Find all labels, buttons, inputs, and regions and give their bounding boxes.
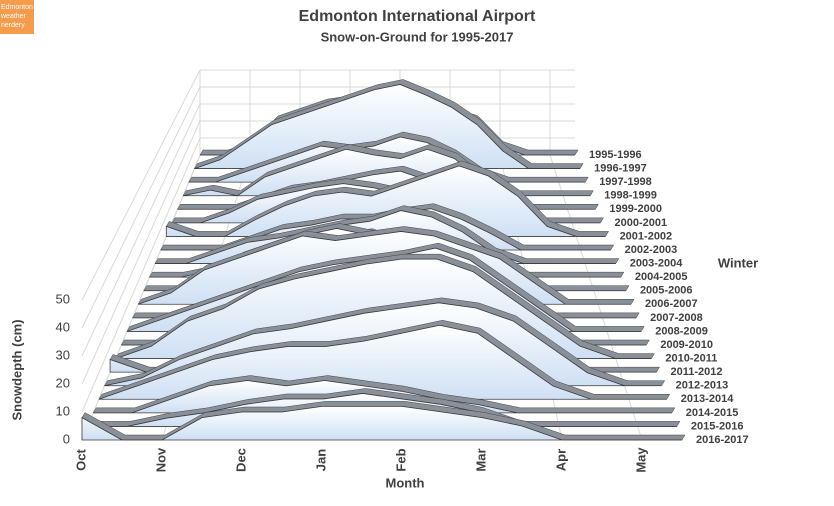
series-label: 2007-2008 [650, 312, 703, 324]
x-tick-label: Jan [313, 449, 328, 471]
y-tick-label: 30 [56, 347, 70, 362]
series-label: 2004-2005 [635, 271, 688, 283]
series-label: 2002-2003 [625, 244, 678, 256]
y-tick-label: 20 [56, 375, 70, 390]
series-label: 1997-1998 [599, 176, 652, 188]
x-axis-title: Month [386, 475, 425, 490]
y-tick-label: 50 [56, 291, 70, 306]
series-label: 2001-2002 [620, 230, 673, 242]
x-tick-label: Nov [153, 447, 168, 472]
series-label: 2015-2016 [691, 420, 744, 432]
series-label: 2014-2015 [686, 407, 739, 419]
x-tick-label: Oct [73, 448, 88, 470]
badge: Edmonton weather nerdery [0, 0, 34, 34]
series-label: 2009-2010 [660, 339, 713, 351]
series-label: 2016-2017 [696, 434, 749, 446]
y-tick-label: 40 [56, 319, 70, 334]
chart-subtitle: Snow-on-Ground for 1995-2017 [321, 29, 514, 44]
x-tick-label: Mar [473, 448, 488, 471]
series-area [165, 165, 606, 237]
series-label: 2005-2006 [640, 285, 693, 297]
chart-title: Edmonton International Airport [299, 8, 536, 25]
series-label: 2003-2004 [630, 257, 683, 269]
series-area [81, 405, 682, 441]
series-label: 2011-2012 [671, 366, 723, 378]
x-tick-label: May [633, 447, 648, 473]
y-tick-label: 10 [56, 403, 70, 418]
series-label: 2012-2013 [676, 380, 729, 392]
series-label: 1996-1997 [594, 162, 647, 174]
series-label: 1995-1996 [589, 149, 642, 161]
series-label: 1999-2000 [609, 203, 662, 215]
series-area [194, 84, 581, 169]
x-tick-label: Apr [553, 449, 568, 471]
series-label: 2006-2007 [645, 298, 698, 310]
y-axis-title: Snowdepth (cm) [9, 319, 24, 420]
x-tick-label: Dec [233, 448, 248, 472]
series-label: 2000-2001 [614, 217, 667, 229]
series-label: 2010-2011 [665, 352, 717, 364]
series-label: 2013-2014 [681, 393, 734, 405]
series-label: 1998-1999 [604, 190, 657, 202]
y-tick-label: 0 [63, 431, 70, 446]
z-axis-title: Winter [718, 255, 758, 270]
series-label: 2008-2009 [655, 325, 708, 337]
x-tick-label: Feb [393, 448, 408, 471]
